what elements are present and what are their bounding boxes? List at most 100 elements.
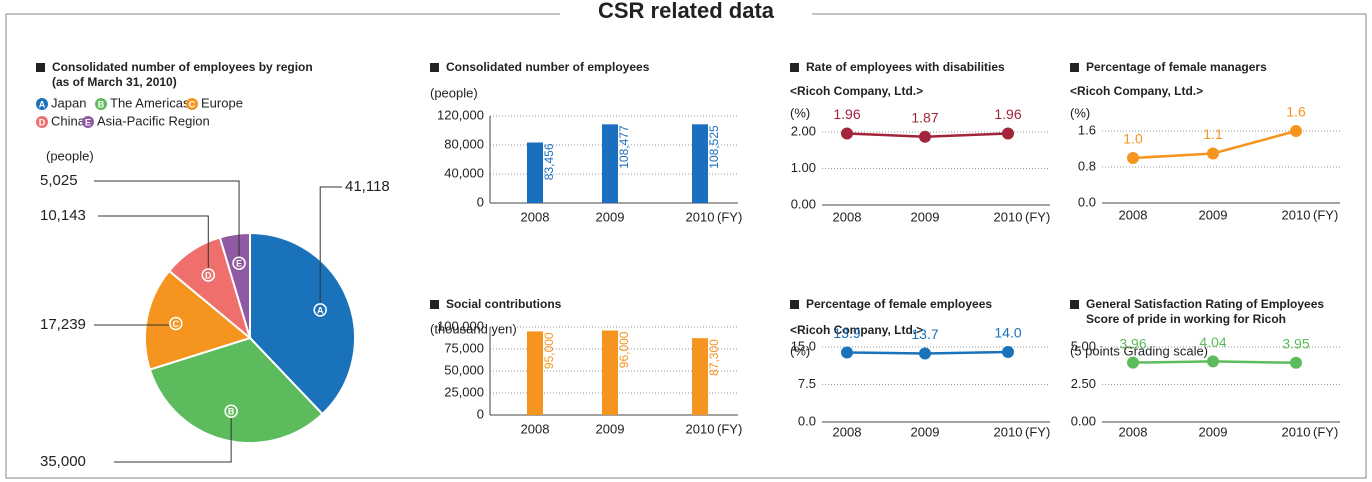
- legend-label: Japan: [51, 95, 86, 110]
- title-bullet: [1070, 300, 1079, 309]
- value-label: 1.6: [1286, 104, 1306, 120]
- legend-marker: D: [39, 117, 46, 127]
- y-tick-label: 2.00: [791, 123, 816, 138]
- legend-label: China: [51, 113, 86, 128]
- title-bullet: [36, 63, 45, 72]
- x-tick-label: 2010: [1282, 424, 1311, 439]
- value-label: 1.0: [1123, 131, 1143, 147]
- title-bullet: [1070, 63, 1079, 72]
- value-label: 1.96: [833, 106, 860, 122]
- x-tick-label: 2008: [1119, 424, 1148, 439]
- pie-slice: [144, 269, 253, 371]
- page-title: CSR related data: [598, 0, 775, 23]
- legend-marker: B: [98, 99, 105, 109]
- chart-note: <Ricoh Company, Ltd.>: [1070, 84, 1203, 98]
- slice-marker: [313, 303, 327, 317]
- point: [1207, 147, 1219, 160]
- y-tick-label: 25,000: [444, 384, 484, 399]
- y-axis-label: (%): [790, 343, 810, 358]
- value-label: 3.96: [1119, 335, 1146, 351]
- x-tick-label: 2008: [833, 209, 862, 224]
- legend-marker: A: [39, 99, 46, 109]
- title-backdrop: [560, 0, 812, 28]
- x-tick-label: 2008: [1119, 207, 1148, 222]
- y-tick-label: 50,000: [444, 362, 484, 377]
- legend-marker: E: [85, 117, 91, 127]
- x-tick-label: 2010: [686, 209, 715, 224]
- point: [1002, 127, 1014, 140]
- value-label: 87,300: [707, 339, 721, 376]
- bar: [527, 142, 543, 203]
- chart-title: Social contributions: [446, 297, 562, 311]
- chart-title: Consolidated number of employees by regi…: [52, 60, 313, 74]
- point: [1290, 125, 1302, 137]
- y-tick-label: 100,000: [437, 318, 484, 333]
- y-tick-label: 1.6: [1078, 122, 1096, 137]
- bar: [527, 331, 543, 415]
- point: [919, 130, 931, 143]
- bar: [692, 338, 708, 415]
- y-tick-label: 120,000: [437, 107, 484, 122]
- x-tick-label: 2009: [911, 209, 940, 224]
- y-tick-label: 2.50: [1071, 376, 1096, 391]
- x-tick-label: 2010: [686, 421, 715, 436]
- legend-label: Europe: [201, 95, 243, 110]
- value-label: 13.7: [911, 326, 938, 342]
- title-bullet: [430, 63, 439, 72]
- title-bullet: [430, 300, 439, 309]
- legend-swatch: [186, 98, 198, 110]
- y-tick-label: 40,000: [444, 165, 484, 180]
- title-bullet: [790, 63, 799, 72]
- legend-swatch: [95, 98, 107, 110]
- y-axis-label: (people): [430, 85, 478, 100]
- bar: [602, 124, 618, 203]
- x-axis-label: (FY): [1313, 424, 1338, 439]
- value-label: 4.04: [1199, 334, 1226, 350]
- slice-marker-letter: A: [317, 305, 324, 315]
- value-label: 95,000: [542, 332, 556, 369]
- y-tick-label: 0.0: [798, 413, 816, 428]
- leader-line: [319, 186, 342, 310]
- x-tick-label: 2009: [1199, 424, 1228, 439]
- y-axis-label: (thousand yen): [430, 321, 517, 336]
- chart-title: Percentage of female managers: [1086, 60, 1267, 74]
- chart-note: <Ricoh Company, Ltd.>: [790, 323, 923, 337]
- value-label: 108,525: [707, 125, 721, 169]
- x-tick-label: 2008: [521, 421, 550, 436]
- pie-slice: [249, 231, 356, 416]
- value-label: 3.95: [1282, 335, 1309, 351]
- x-tick-label: 2009: [911, 424, 940, 439]
- point: [1127, 152, 1139, 164]
- chart-title: Consolidated number of employees: [446, 60, 650, 74]
- value-label: 96,000: [617, 331, 631, 368]
- chart-note: <Ricoh Company, Ltd.>: [790, 84, 923, 98]
- point: [841, 346, 853, 359]
- y-tick-label: 1.00: [791, 160, 816, 175]
- x-tick-label: 2010: [994, 209, 1023, 224]
- y-axis-label: (%): [1070, 105, 1090, 120]
- point: [1290, 356, 1302, 369]
- slice-marker: [169, 316, 183, 331]
- unit-label: (people): [46, 148, 94, 163]
- slice-marker: [201, 268, 216, 282]
- point: [1127, 356, 1139, 369]
- x-axis-label: (FY): [1313, 207, 1338, 222]
- y-tick-label: 15.0: [791, 338, 816, 353]
- y-tick-label: 0.00: [1071, 413, 1096, 428]
- value-label: 14.0: [994, 325, 1021, 341]
- value-label: 83,456: [542, 143, 556, 180]
- x-tick-label: 2009: [596, 209, 625, 224]
- legend-swatch: [36, 98, 48, 110]
- value-label: 1.1: [1203, 126, 1223, 142]
- slice-marker-letter: E: [236, 259, 242, 269]
- point: [841, 127, 853, 140]
- x-axis-label: (FY): [717, 421, 742, 436]
- value-label: 108,477: [617, 125, 631, 169]
- x-tick-label: 2008: [833, 424, 862, 439]
- chart-title: Rate of employees with disabilities: [806, 60, 1005, 74]
- x-tick-label: 2009: [1199, 207, 1228, 222]
- x-tick-label: 2009: [596, 421, 625, 436]
- x-axis-label: (FY): [717, 209, 742, 224]
- y-tick-label: 0.00: [791, 196, 816, 211]
